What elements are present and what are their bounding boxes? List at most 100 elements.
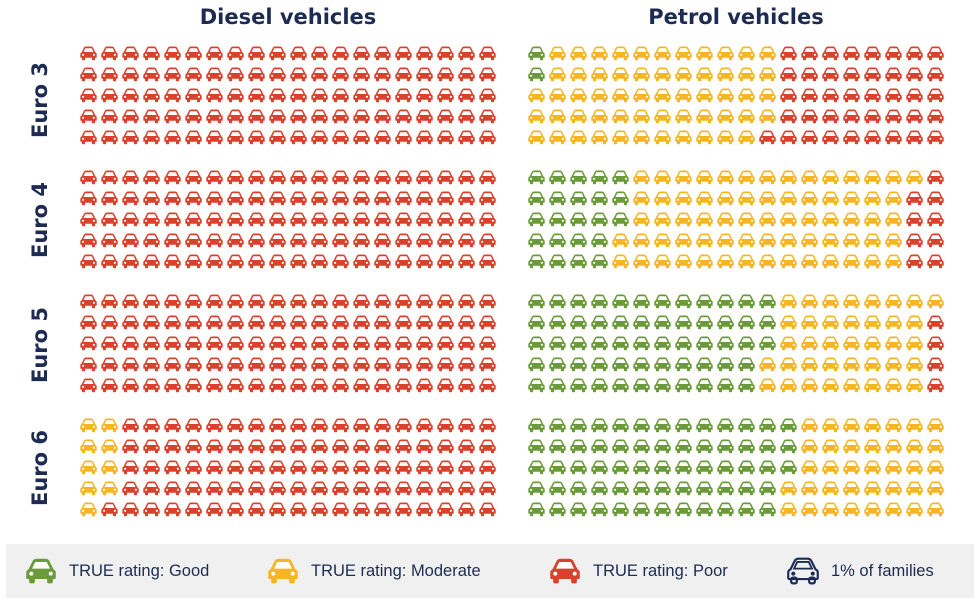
car-icon-moderate [843, 212, 860, 227]
car-icon-poor [311, 378, 328, 393]
car-icon-good [738, 439, 755, 454]
car-icon-poor [227, 130, 244, 145]
car-icon-poor [80, 212, 97, 227]
car-icon-poor [395, 191, 412, 206]
car-icon-moderate [780, 233, 797, 248]
car-icon-moderate [801, 254, 818, 269]
car-icon-moderate [885, 294, 902, 309]
car-icon-poor [101, 294, 118, 309]
car-icon-moderate [780, 357, 797, 372]
car-icon-moderate [759, 357, 776, 372]
car-icon-poor [906, 67, 923, 82]
legend-label-poor: TRUE rating: Poor [593, 561, 728, 580]
car-icon-moderate [843, 294, 860, 309]
car-icon-poor [801, 88, 818, 103]
car-icon-poor [437, 88, 454, 103]
car-icon-moderate [101, 439, 118, 454]
car-icon-poor [122, 191, 139, 206]
car-icon-moderate [927, 502, 944, 517]
car-icon-moderate [864, 418, 881, 433]
car-icon-poor [458, 233, 475, 248]
car-icon-good [528, 460, 545, 475]
car-icon-poor [206, 294, 223, 309]
car-icon-good [696, 502, 713, 517]
car-icon-poor [843, 130, 860, 145]
car-icon-poor [332, 46, 349, 61]
car-icon-poor [122, 212, 139, 227]
car-icon-poor [395, 481, 412, 496]
car-icon-poor [374, 378, 391, 393]
car-icon-moderate [885, 315, 902, 330]
car-icon-poor [143, 67, 160, 82]
car-icon-poor [374, 67, 391, 82]
car-icon-moderate [927, 460, 944, 475]
car-icon-poor [290, 46, 307, 61]
car-icon-poor [479, 439, 496, 454]
car-icon-poor [479, 254, 496, 269]
car-icon-moderate [696, 233, 713, 248]
car-icon-good [738, 418, 755, 433]
car-icon-good [528, 357, 545, 372]
car-icon-moderate [885, 418, 902, 433]
car-icon-poor [843, 109, 860, 124]
car-icon-poor [458, 336, 475, 351]
car-icon-good [738, 481, 755, 496]
car-icon-poor [374, 88, 391, 103]
car-icon-poor [290, 378, 307, 393]
car-icon-moderate [591, 88, 608, 103]
car-icon-good [717, 336, 734, 351]
car-icon-moderate [591, 67, 608, 82]
waffle-diesel-euro-4 [80, 170, 496, 269]
car-icon-moderate [591, 46, 608, 61]
car-icon-poor [416, 502, 433, 517]
car-icon-good [717, 418, 734, 433]
car-icon-poor [101, 88, 118, 103]
car-icon-poor [458, 109, 475, 124]
car-icon-poor [780, 109, 797, 124]
car-icon-poor [248, 233, 265, 248]
car-icon-poor [269, 67, 286, 82]
car-icon-poor [458, 294, 475, 309]
car-icon-poor [122, 481, 139, 496]
car-icon-moderate [885, 378, 902, 393]
car-icon-poor [416, 336, 433, 351]
car-icon-good [570, 336, 587, 351]
car-icon-moderate [885, 254, 902, 269]
car-icon-moderate [801, 460, 818, 475]
car-icon-moderate [864, 294, 881, 309]
car-icon-poor [353, 212, 370, 227]
car-icon-moderate [717, 67, 734, 82]
car-icon-poor [227, 46, 244, 61]
car-icon-moderate [80, 502, 97, 517]
car-icon-moderate [885, 481, 902, 496]
car-icon-poor [822, 46, 839, 61]
car-icon-poor [353, 481, 370, 496]
car-icon-poor [164, 336, 181, 351]
car-icon-moderate [591, 109, 608, 124]
car-icon-poor [395, 418, 412, 433]
car-icon-moderate [822, 439, 839, 454]
car-icon-poor [206, 439, 223, 454]
car-icon-good [528, 481, 545, 496]
car-icon-poor [479, 109, 496, 124]
car-icon-poor [185, 336, 202, 351]
car-icon-moderate [822, 336, 839, 351]
car-icon-poor [437, 502, 454, 517]
car-icon-good [738, 294, 755, 309]
car-icon-good [570, 378, 587, 393]
car-icon-poor [437, 481, 454, 496]
car-icon-poor [927, 130, 944, 145]
car-icon-poor [437, 439, 454, 454]
car-icon-good [528, 170, 545, 185]
car-icon-poor [290, 357, 307, 372]
car-icon-poor [185, 170, 202, 185]
car-icon-poor [185, 88, 202, 103]
car-icon-poor [458, 191, 475, 206]
car-icon-moderate [717, 233, 734, 248]
car-icon-good [717, 481, 734, 496]
car-icon-moderate [570, 109, 587, 124]
car-icon-moderate [801, 170, 818, 185]
car-icon-poor [479, 357, 496, 372]
car-icon-moderate [885, 439, 902, 454]
car-icon-poor [353, 46, 370, 61]
